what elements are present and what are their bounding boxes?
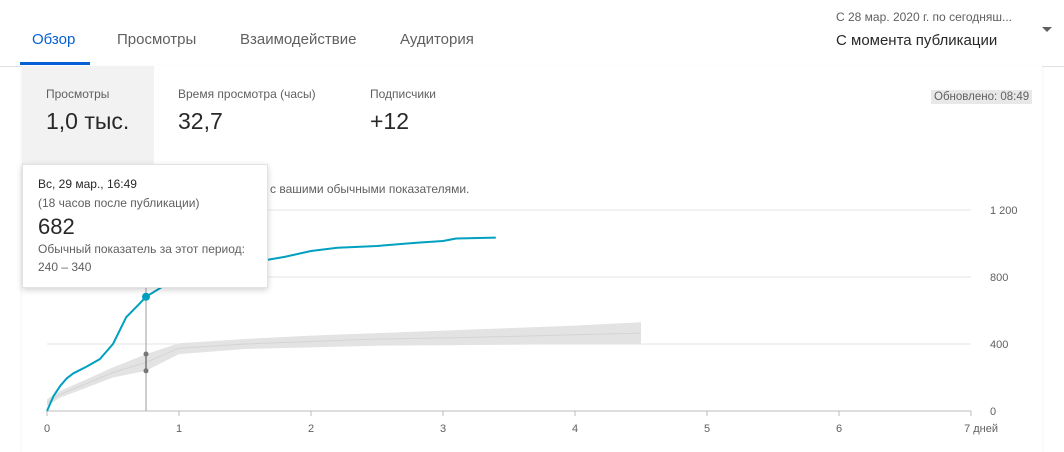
chart-tooltip: Вс, 29 мар., 16:49 (18 часов после публи… xyxy=(22,164,268,288)
tab-audience[interactable]: Аудитория xyxy=(400,31,474,48)
normal-low-point xyxy=(143,368,149,374)
x-tick-label: 3 xyxy=(440,423,446,435)
tab-engagement[interactable]: Взаимодействие xyxy=(240,31,357,48)
date-range-selector[interactable]: С 28 мар. 2020 г. по сегодняш... С момен… xyxy=(836,0,1051,60)
tab-views[interactable]: Просмотры xyxy=(117,31,197,48)
y-tick-label: 400 xyxy=(990,339,1008,351)
metric-subscribers[interactable]: Подписчики +12 xyxy=(346,66,486,164)
metric-value: 32,7 xyxy=(178,108,223,134)
date-range-value: С момента публикации xyxy=(836,32,998,49)
active-tab-indicator xyxy=(20,62,90,65)
x-tick-label: 6 xyxy=(836,423,842,435)
y-tick-label: 1 200 xyxy=(990,205,1018,217)
x-tick-label: 4 xyxy=(572,423,578,435)
tooltip-subtitle: (18 часов после публикации) xyxy=(38,196,200,210)
y-tick-label: 800 xyxy=(990,272,1008,284)
metric-label: Подписчики xyxy=(370,87,437,101)
x-tick-label: 2 xyxy=(308,423,314,435)
metric-value: +12 xyxy=(370,108,410,134)
metric-views[interactable]: Просмотры 1,0 тыс. xyxy=(22,66,154,164)
tooltip-date: Вс, 29 мар., 16:49 xyxy=(38,177,137,191)
updated-badge: Обновлено: 08:49 xyxy=(931,90,1033,104)
hover-value-point xyxy=(142,292,150,301)
normal-high-point xyxy=(143,351,149,357)
tooltip-value: 682 xyxy=(38,214,75,239)
tooltip-normal-label: Обычный показатель за этот период: xyxy=(38,242,245,256)
views-series-line xyxy=(46,236,496,412)
metric-value: 1,0 тыс. xyxy=(46,108,130,134)
tooltip-normal-range: 240 – 340 xyxy=(38,260,92,274)
chart-description: с вашими обычными показателями. xyxy=(270,182,470,196)
typical-range-band xyxy=(47,322,641,406)
x-tick-label: 7 дней xyxy=(964,423,998,435)
y-tick-label: 0 xyxy=(990,406,996,418)
metric-label: Время просмотра (часы) xyxy=(178,87,316,101)
x-tick-label: 1 xyxy=(176,423,182,435)
typical-median-line xyxy=(46,332,642,404)
metric-watch-time[interactable]: Время просмотра (часы) 32,7 xyxy=(154,66,334,164)
x-tick-label: 5 xyxy=(704,423,710,435)
x-tick-label: 0 xyxy=(44,423,50,435)
date-range-subtitle: С 28 мар. 2020 г. по сегодняш... xyxy=(836,10,1013,24)
metric-label: Просмотры xyxy=(46,87,110,101)
tab-overview[interactable]: Обзор xyxy=(32,31,76,48)
dropdown-arrow-icon[interactable] xyxy=(1042,27,1052,32)
